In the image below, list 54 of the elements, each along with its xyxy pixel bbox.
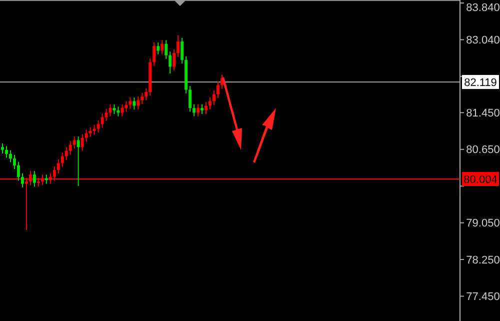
candlestick bbox=[84, 129, 88, 142]
candlestick bbox=[212, 90, 216, 106]
candlestick bbox=[128, 97, 132, 110]
candlestick bbox=[204, 102, 208, 115]
candlestick bbox=[60, 152, 64, 168]
candlestick bbox=[32, 170, 36, 188]
candlestick bbox=[188, 86, 192, 112]
candlestick bbox=[176, 34, 180, 58]
candlestick bbox=[120, 104, 124, 117]
candlestick bbox=[96, 120, 100, 133]
candlestick bbox=[1, 142, 4, 154]
candlestick bbox=[144, 88, 148, 101]
candlestick bbox=[180, 37, 184, 64]
candlestick bbox=[56, 158, 60, 174]
candlestick bbox=[124, 100, 128, 112]
y-tick-label: 83.040 bbox=[466, 34, 500, 47]
candlestick bbox=[168, 51, 172, 74]
y-tick-label: 78.250 bbox=[466, 254, 500, 266]
candlestick bbox=[64, 146, 68, 160]
candlestick bbox=[88, 126, 92, 138]
y-tick-label: 80.650 bbox=[466, 144, 500, 156]
candlestick bbox=[196, 104, 200, 117]
candlestick bbox=[8, 150, 12, 163]
candlestick bbox=[104, 108, 108, 122]
candlestick bbox=[4, 146, 8, 158]
candlestick bbox=[208, 97, 212, 110]
candlestick bbox=[72, 136, 76, 149]
candlestick bbox=[76, 136, 80, 187]
candlestick bbox=[112, 104, 116, 115]
candlestick bbox=[12, 154, 16, 170]
candlestick bbox=[136, 96, 140, 110]
candlestick bbox=[140, 92, 144, 104]
candlestick bbox=[172, 48, 176, 71]
y-tick-label: 81.450 bbox=[466, 108, 500, 120]
ref-line-label: 80.004 bbox=[464, 174, 498, 186]
candlestick bbox=[164, 40, 168, 60]
candlestick bbox=[216, 80, 220, 98]
candlestick bbox=[80, 134, 84, 152]
candlestick bbox=[156, 42, 160, 55]
candlestick bbox=[160, 40, 164, 55]
y-tick-label: 79.050 bbox=[466, 218, 500, 230]
ref-line-label: 82.119 bbox=[464, 76, 497, 89]
candlestick bbox=[132, 97, 136, 110]
y-tick-label: 77.450 bbox=[466, 291, 500, 304]
candlestick bbox=[20, 172, 24, 188]
candlestick bbox=[152, 42, 156, 66]
candlestick bbox=[68, 140, 72, 155]
y-tick-label: 83.840 bbox=[466, 2, 500, 14]
candlestick bbox=[200, 104, 204, 115]
candlestick bbox=[100, 113, 104, 128]
candlestick bbox=[92, 124, 96, 136]
candlestick bbox=[192, 104, 196, 117]
candlestick bbox=[16, 161, 20, 182]
candlestick bbox=[108, 104, 112, 117]
